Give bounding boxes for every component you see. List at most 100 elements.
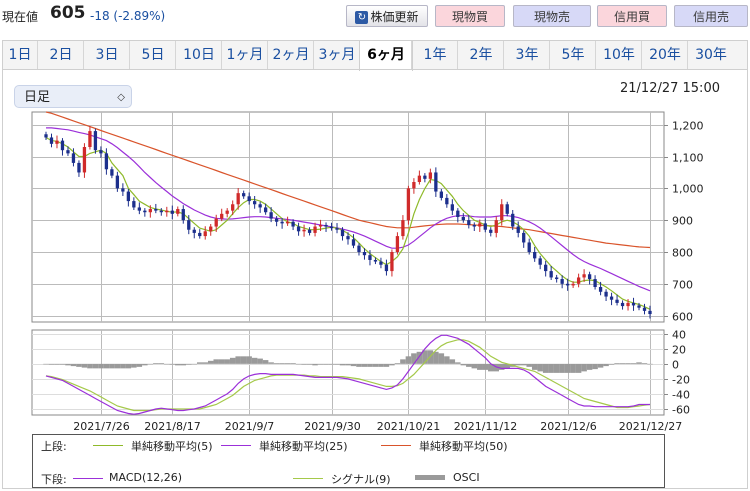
candle-body: [307, 229, 312, 233]
osci-bar: [317, 363, 324, 365]
tab-5[interactable]: 1ヶ月: [221, 41, 268, 70]
candle-body: [159, 210, 163, 213]
candle-body: [483, 223, 487, 230]
osci-bar: [471, 363, 478, 369]
osci-bar: [389, 363, 395, 366]
cash-buy-button[interactable]: 現物買: [435, 5, 505, 27]
tab-7[interactable]: 3ヶ月: [313, 41, 360, 70]
osci-bar: [98, 363, 104, 369]
osci-bar: [147, 363, 154, 365]
candle-body: [220, 213, 224, 219]
tab-12[interactable]: 5年: [549, 41, 596, 70]
chart-frame: [2, 69, 748, 489]
osci-bar: [466, 363, 472, 367]
upper-y-tick-label: 700: [672, 279, 693, 292]
candle-body: [582, 274, 586, 278]
tab-4[interactable]: 10日: [175, 41, 222, 70]
tab-1[interactable]: 2日: [37, 41, 84, 70]
osci-bar: [482, 363, 489, 370]
legend-ma5-swatch: [93, 445, 123, 446]
candle-body: [242, 193, 246, 197]
osci-bar: [444, 356, 450, 364]
osci-bar: [114, 363, 121, 369]
tab-8[interactable]: 6ヶ月: [359, 41, 413, 71]
margin-sell-button[interactable]: 信用売: [674, 5, 748, 27]
candle-body: [236, 193, 240, 205]
osci-bar: [81, 363, 88, 368]
tab-11[interactable]: 3年: [503, 41, 550, 70]
candle-body: [324, 224, 328, 227]
candle-body: [143, 210, 147, 213]
legend-signal-swatch: [293, 478, 323, 479]
upper-y-tick-label: 1,000: [672, 183, 704, 196]
candle-body: [291, 221, 295, 227]
osci-bar: [125, 363, 132, 369]
candle-body: [104, 153, 109, 170]
osci-bar: [378, 363, 384, 367]
legend-ma25-swatch: [221, 445, 251, 446]
osci-bar: [273, 363, 280, 364]
candle-body: [642, 307, 647, 311]
tab-14[interactable]: 20年: [641, 41, 688, 70]
tab-6[interactable]: 2ヶ月: [267, 41, 314, 70]
tab-13[interactable]: 10年: [595, 41, 642, 70]
x-tick-label: 2021/9/30: [304, 420, 360, 433]
candle-body: [296, 226, 301, 232]
margin-buy-button[interactable]: 信用買: [597, 5, 667, 27]
cash-sell-button[interactable]: 現物売: [513, 5, 591, 27]
tab-2[interactable]: 3日: [83, 41, 130, 70]
quote-header: 現在値 605 -18 (-2.89%) ↻ 株価更新 現物買 現物売 信用買 信…: [0, 0, 750, 34]
osci-bar: [76, 363, 82, 367]
upper-y-tick-label: 600: [672, 311, 693, 324]
candle-body: [77, 162, 81, 173]
osci-bar: [548, 363, 554, 373]
osci-bar: [575, 363, 582, 373]
refresh-button[interactable]: ↻ 株価更新: [346, 5, 428, 27]
osci-bar: [240, 356, 247, 364]
osci-bar: [553, 363, 560, 373]
candle-body: [500, 204, 504, 221]
candle-body: [187, 220, 191, 230]
candle-body: [544, 264, 548, 272]
tab-0[interactable]: 1日: [8, 47, 32, 63]
candle-body: [137, 207, 141, 211]
legend-upper-label: 上段:: [41, 440, 67, 453]
candle-body: [368, 255, 372, 260]
tab-9[interactable]: 1年: [411, 41, 458, 70]
osci-bar: [295, 363, 302, 365]
tab-15[interactable]: 30年: [687, 41, 734, 70]
candle-body: [176, 209, 180, 214]
candle-body: [99, 150, 103, 154]
tab-10[interactable]: 2年: [457, 41, 504, 70]
price-label: 現在値: [2, 10, 39, 24]
candle-body: [192, 229, 196, 233]
candle-body: [395, 236, 400, 252]
candle-body: [362, 252, 367, 256]
legend-ma5: 単純移動平均(5): [131, 440, 213, 453]
osci-bar: [608, 363, 615, 365]
upper-y-tick-label: 1,100: [672, 152, 704, 165]
osci-bar: [202, 362, 208, 364]
candle-body: [571, 283, 575, 286]
osci-bar: [564, 363, 571, 373]
period-select-value: 日足: [24, 90, 51, 105]
osci-bar: [290, 363, 296, 364]
osci-bar: [350, 363, 357, 367]
osci-bar: [515, 363, 521, 366]
candle-body: [565, 283, 570, 286]
osci-bar: [405, 356, 412, 364]
candle-body: [71, 153, 76, 163]
lower-y-tick-label: 20: [672, 344, 686, 357]
osci-bar: [614, 363, 620, 364]
candle-body: [555, 277, 559, 280]
osci-bar: [136, 363, 143, 367]
candle-body: [439, 191, 443, 198]
osci-bar: [630, 363, 637, 364]
candle-body: [49, 137, 54, 144]
signal-line: [45, 339, 651, 412]
osci-bar: [109, 363, 115, 369]
tab-3[interactable]: 5日: [129, 41, 176, 70]
period-select[interactable]: 日足 ◇: [14, 85, 132, 108]
osci-bar: [251, 357, 258, 364]
chevron-updown-icon: ◇: [117, 92, 125, 103]
